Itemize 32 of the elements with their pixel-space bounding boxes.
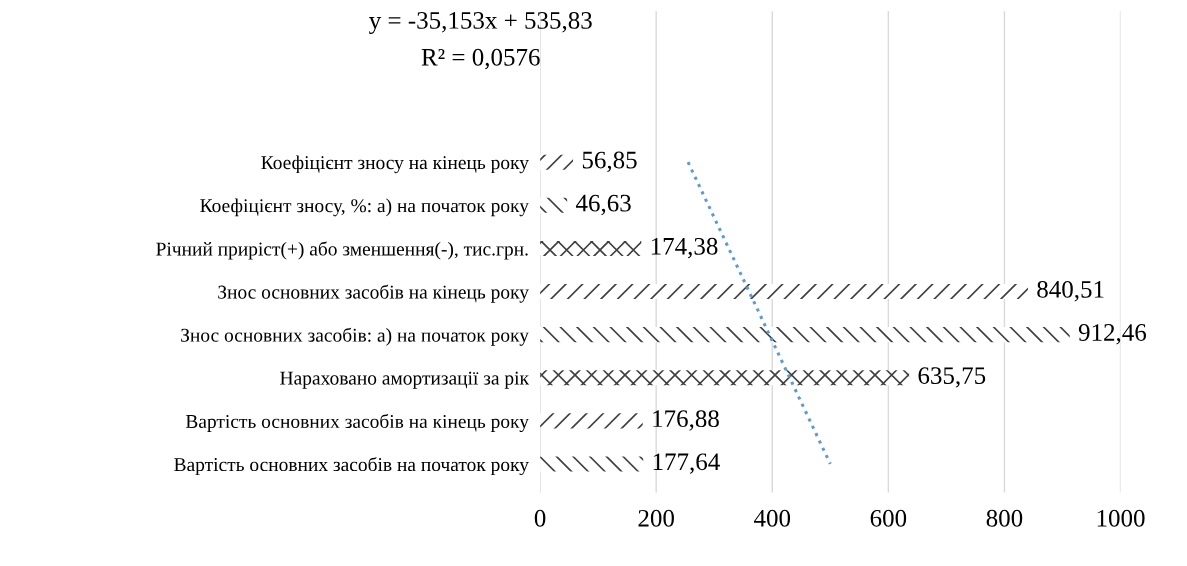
data-label: 46,63 — [575, 194, 631, 216]
data-label: 912,46 — [1078, 324, 1147, 345]
x-tick-label: 400 — [754, 509, 791, 527]
data-label: 177,64 — [653, 453, 720, 474]
x-tick-label: 200 — [638, 509, 674, 527]
bar — [540, 327, 1070, 343]
y-tick-label: Річний приріст(+) або зменшення(-), тис.грн. — [156, 241, 528, 260]
bar — [540, 413, 643, 429]
bar — [540, 240, 642, 256]
bar — [540, 283, 1028, 300]
data-label: 176,88 — [653, 410, 719, 431]
bar — [540, 197, 568, 213]
y-tick-label: Знос основних засобів: а) на початок року — [181, 327, 529, 346]
data-label: 635,75 — [918, 367, 986, 388]
y-tick-label: Нараховано амортизації за рік — [280, 371, 529, 389]
data-label: 174,38 — [651, 237, 718, 259]
data-label: 840,51 — [1037, 280, 1104, 302]
text: R² = 0,0576 — [421, 48, 540, 70]
data-label: 56,85 — [582, 151, 637, 173]
x-tick-label: 800 — [986, 509, 1023, 527]
y-tick-label: Коефіцієнт зносу, %: а) на початок року — [200, 198, 529, 217]
bar — [540, 154, 574, 170]
x-tick-label: 0 — [534, 509, 546, 527]
y-tick-label: Вартість основних засобів на кінець року — [185, 413, 529, 433]
bar — [540, 456, 644, 472]
y-tick-label: Вартість основних засобів на початок року — [174, 457, 529, 476]
y-tick-label: Знос основних засобів на кінець року — [218, 284, 529, 303]
x-tick-label: 600 — [870, 509, 907, 527]
y-tick-label: Коефіцієнт зносу на кінець року — [261, 155, 529, 174]
x-tick-label: 1000 — [1097, 509, 1145, 527]
bar — [540, 370, 910, 386]
text: y = -35,153x + 535,83 — [369, 11, 592, 34]
